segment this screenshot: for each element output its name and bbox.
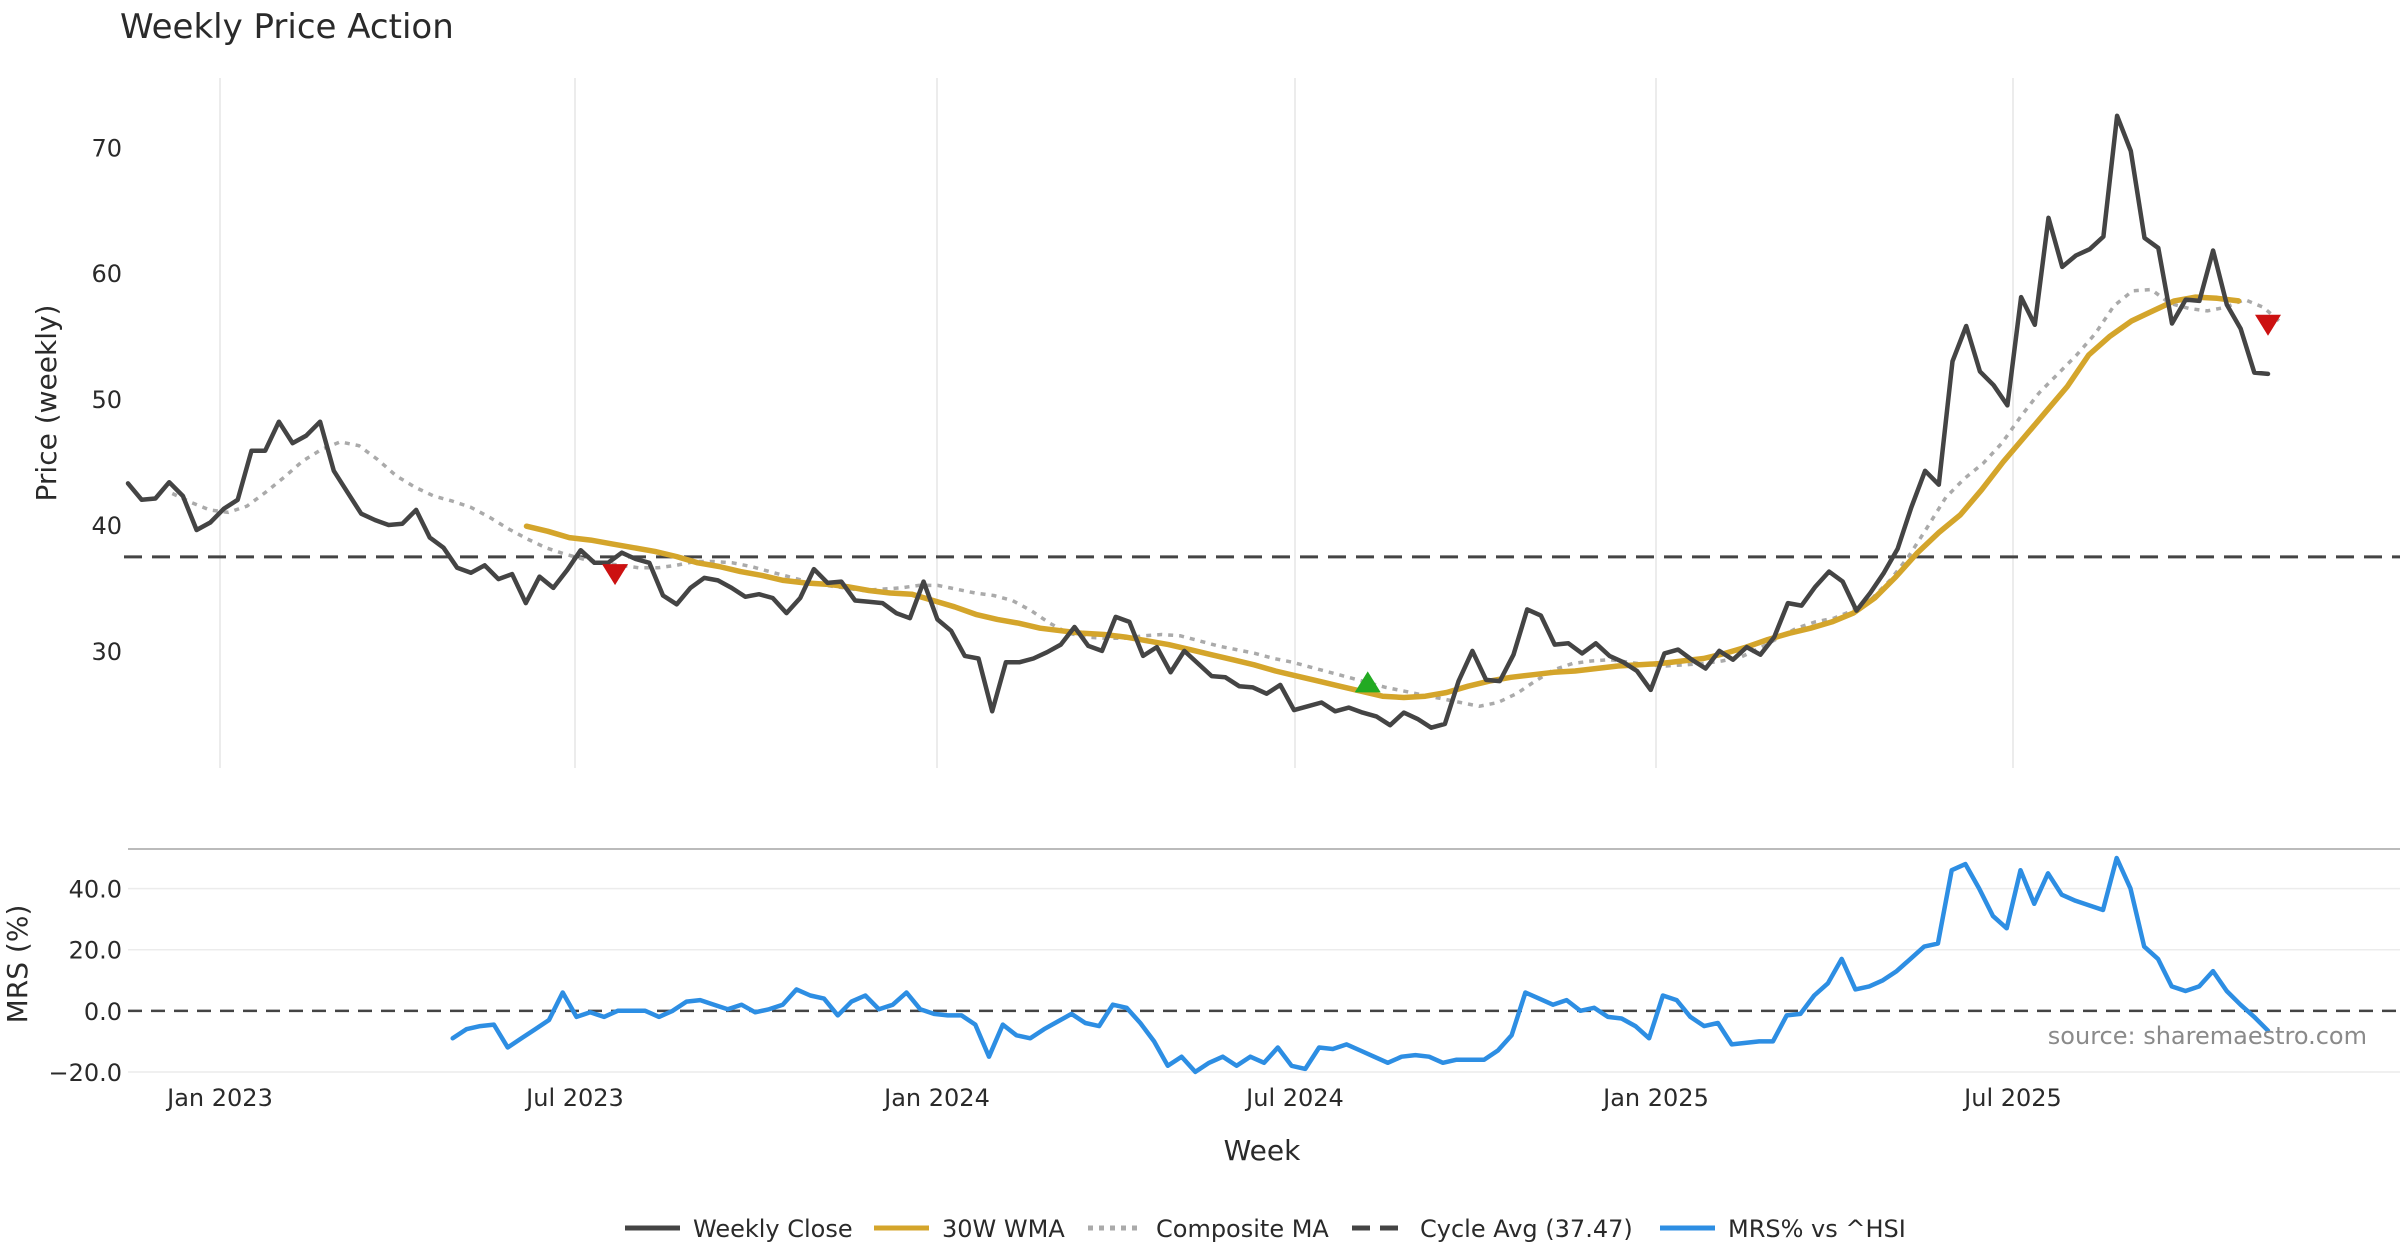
mrs-gridlines (128, 887, 2400, 1073)
mrs-y-tick-label: 20.0 (69, 937, 122, 965)
x-tick-label: Jul 2025 (1962, 1084, 2062, 1112)
sell-signal-marker (2255, 314, 2281, 336)
legend-label: MRS% vs ^HSI (1728, 1215, 1906, 1243)
chart-title: Weekly Price Action (120, 7, 454, 47)
price-y-tick-label: 70 (91, 134, 122, 162)
price-y-ticks: 30 40 50 60 70 (91, 134, 122, 666)
mrs-y-tick-label: 40.0 (69, 876, 122, 904)
buy-signal-marker (1354, 671, 1381, 693)
price-y-tick-label: 60 (91, 260, 122, 288)
price-y-axis-label: Price (weekly) (30, 305, 63, 502)
x-axis-ticks: Jan 2023 Jul 2023 Jan 2024 Jul 2024 Jan 2025… (165, 1084, 2062, 1112)
price-y-tick-label: 50 (91, 386, 122, 414)
price-y-tick-label: 40 (91, 512, 122, 540)
mrs-vs-hsi-series (450, 855, 2271, 1075)
mrs-panel: −20.0 0.0 20.0 40.0 MRS (%) source: sharema… (1, 855, 2400, 1087)
source-note: source: sharemaestro.com (2048, 1022, 2367, 1050)
price-y-tick-label: 30 (91, 638, 122, 666)
legend: Weekly Close 30W WMA Composite MA Cycle Avg… (625, 1215, 1906, 1243)
sell-signal-marker (602, 564, 629, 586)
signal-markers (602, 314, 2281, 693)
legend-label: Cycle Avg (37.47) (1420, 1215, 1633, 1243)
x-tick-label: Jan 2023 (165, 1084, 273, 1112)
wma-30w-series (523, 294, 2242, 701)
weekly-close-series (125, 113, 2271, 730)
mrs-y-tick-label: 0.0 (84, 998, 122, 1026)
price-gridlines (219, 78, 2014, 768)
legend-label: 30W WMA (942, 1215, 1065, 1243)
x-tick-label: Jul 2024 (1244, 1084, 1344, 1112)
legend-label: Weekly Close (693, 1215, 853, 1243)
x-tick-label: Jan 2025 (1601, 1084, 1709, 1112)
x-axis-label: Week (1224, 1134, 1301, 1167)
x-tick-label: Jan 2024 (882, 1084, 990, 1112)
x-tick-label: Jul 2023 (524, 1084, 624, 1112)
composite-ma-series (171, 287, 2284, 709)
mrs-y-ticks: −20.0 0.0 20.0 40.0 (48, 876, 122, 1087)
legend-label: Composite MA (1156, 1215, 1329, 1243)
mrs-y-tick-label: −20.0 (48, 1059, 122, 1087)
price-panel: 30 40 50 60 70 Price (weekly) (30, 78, 2400, 768)
mrs-y-axis-label: MRS (%) (1, 905, 34, 1024)
